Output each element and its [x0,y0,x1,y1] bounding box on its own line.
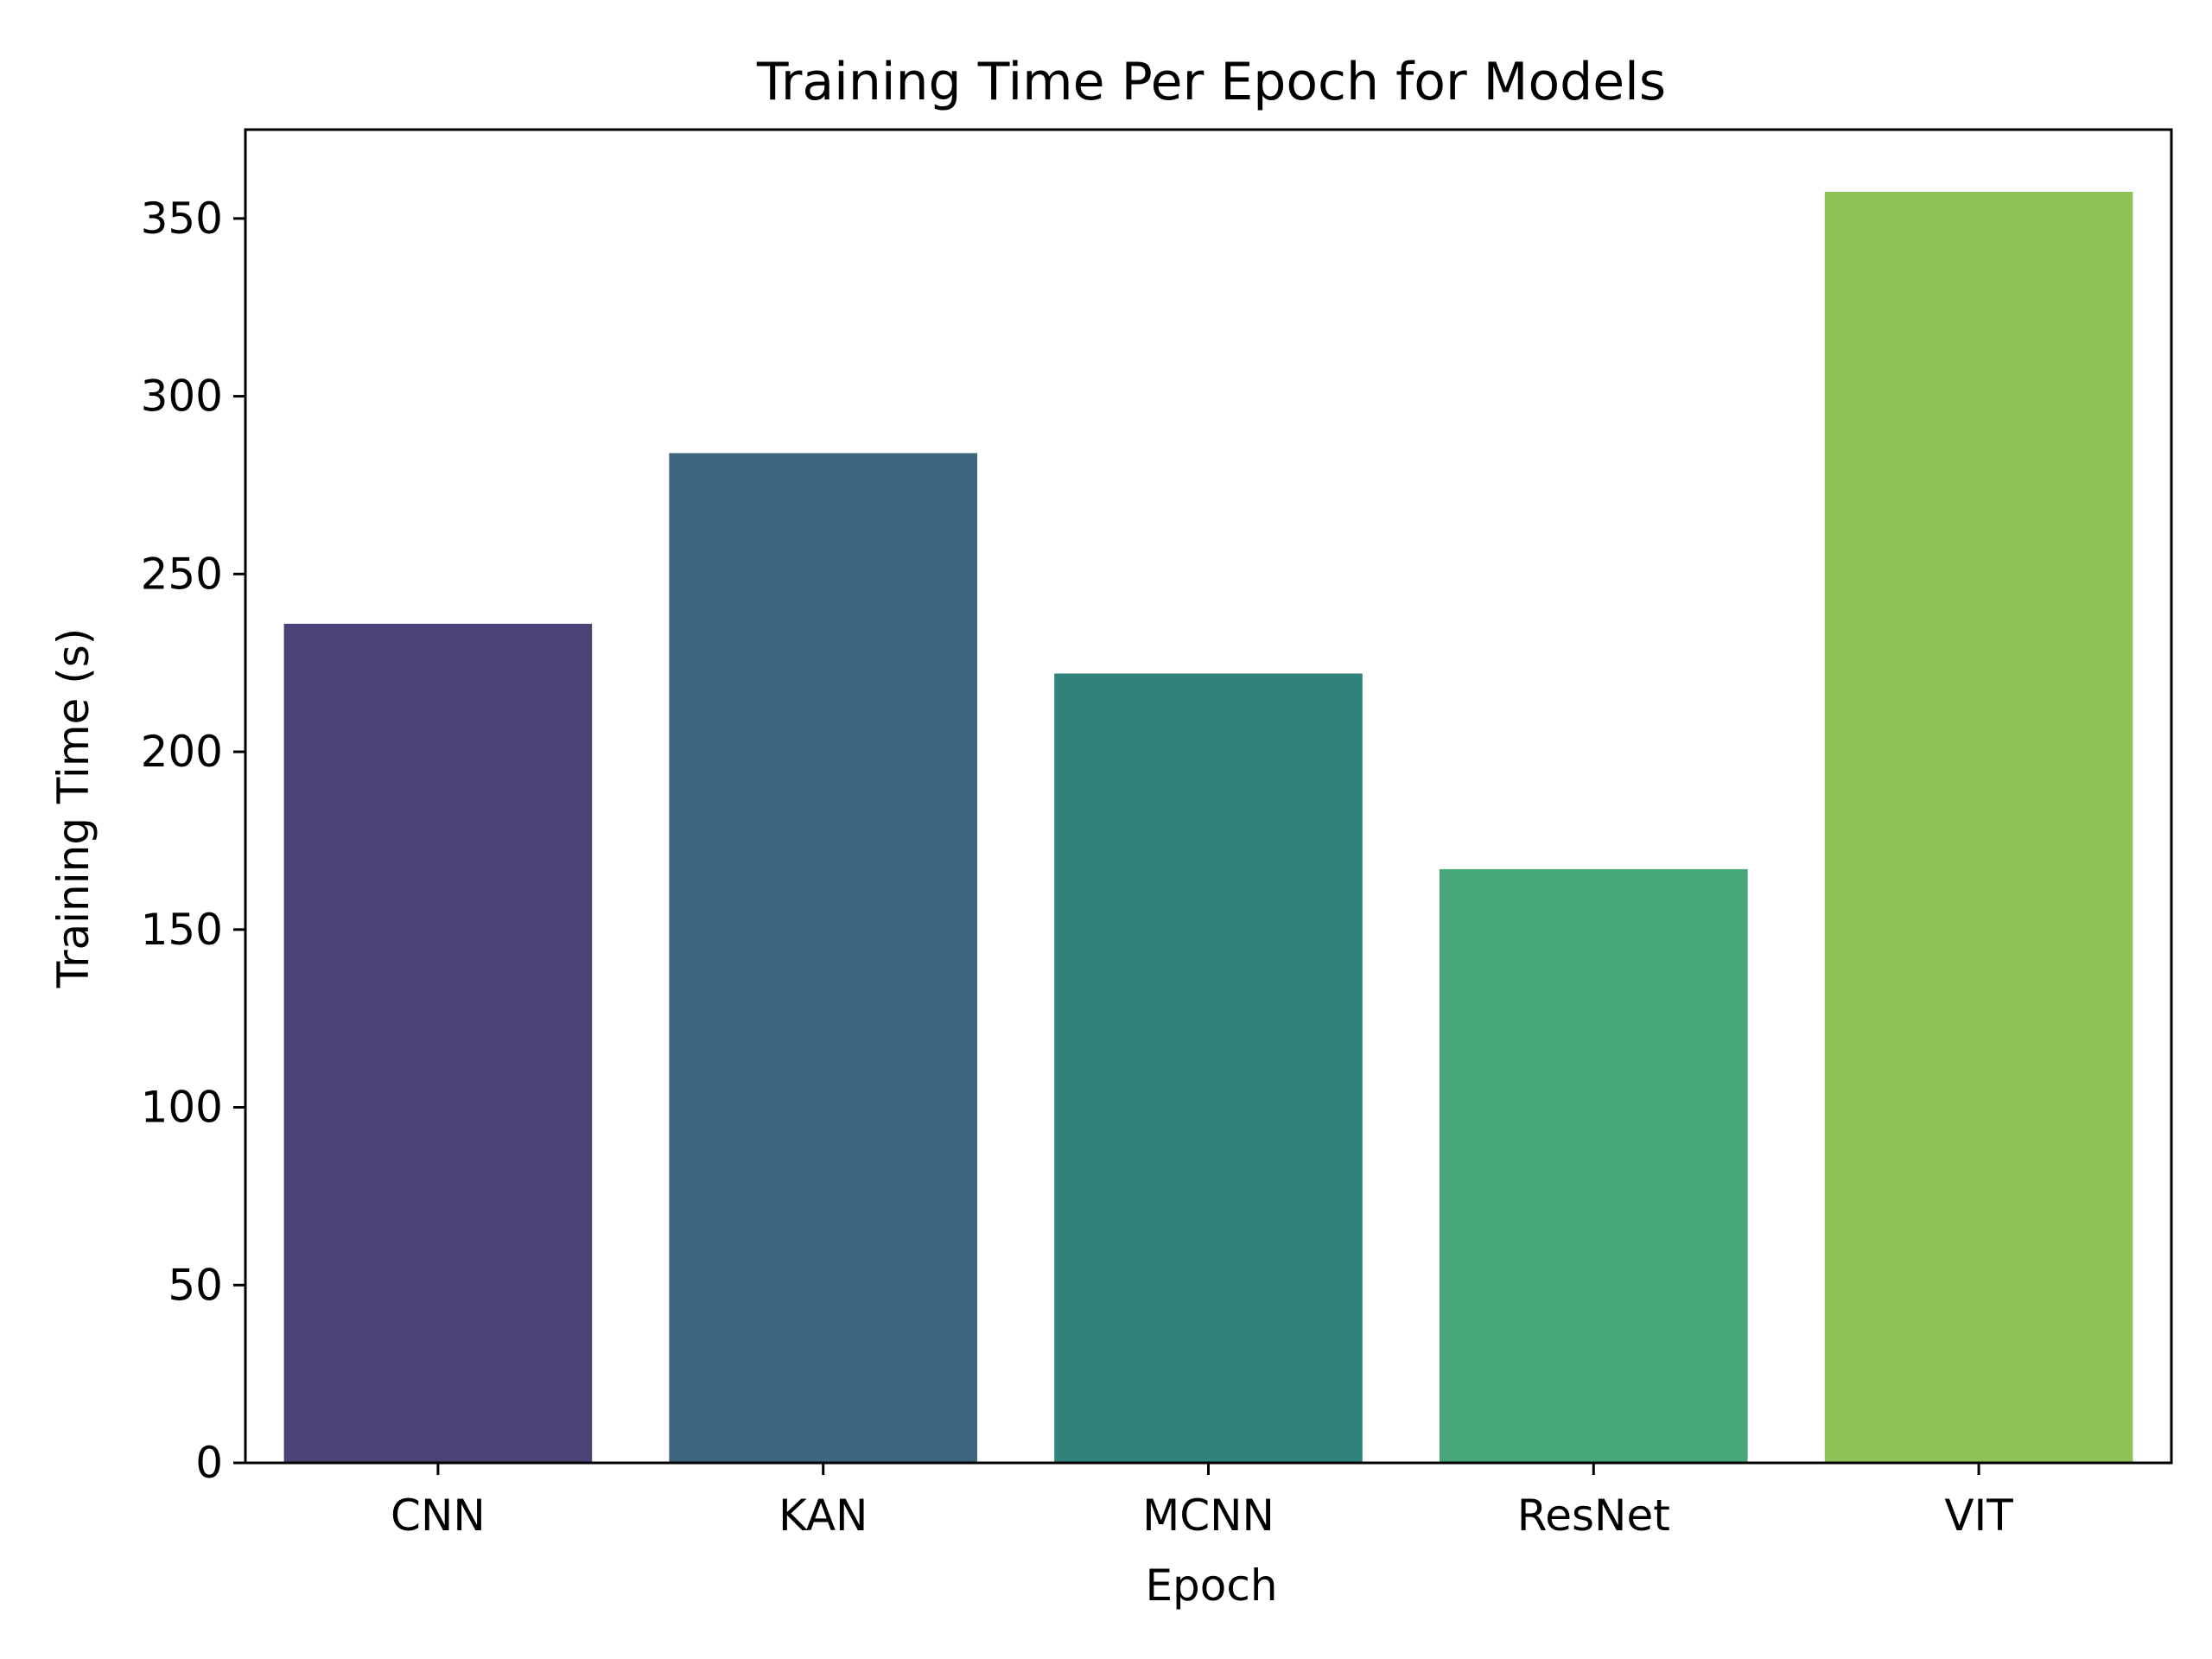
y-tick-label: 100 [141,1083,223,1133]
bar-resnet [1440,868,1748,1463]
bar-kan [669,453,977,1463]
y-tick-label: 200 [141,727,223,777]
y-tick-label: 0 [195,1438,223,1488]
x-axis-ticks: CNN KAN MCNN ResNet VIT [391,1463,2013,1541]
x-axis-label: Epoch [1145,1560,1277,1611]
y-axis-ticks: 0 50 100 150 200 250 300 350 [141,194,245,1488]
x-tick-label-mcnn: MCNN [1142,1491,1274,1541]
bar-vit [1824,192,2133,1463]
y-axis-label: Training Time (s) [48,628,99,989]
y-tick-label: 250 [141,549,223,599]
bar-cnn [283,623,593,1463]
y-tick-label: 300 [141,372,223,422]
bars-layer [283,192,2133,1463]
bar-mcnn [1054,673,1363,1463]
y-tick-label: 350 [141,194,223,244]
x-tick-label-vit: VIT [1944,1491,2013,1541]
y-tick-label: 150 [141,905,223,955]
y-tick-label: 50 [168,1260,223,1310]
chart-title: Training Time Per Epoch for Models [756,52,1666,112]
x-tick-label-cnn: CNN [391,1491,486,1541]
x-tick-label-resnet: ResNet [1517,1491,1670,1541]
plot-frame [244,128,2173,1465]
x-tick-label-kan: KAN [779,1491,868,1541]
